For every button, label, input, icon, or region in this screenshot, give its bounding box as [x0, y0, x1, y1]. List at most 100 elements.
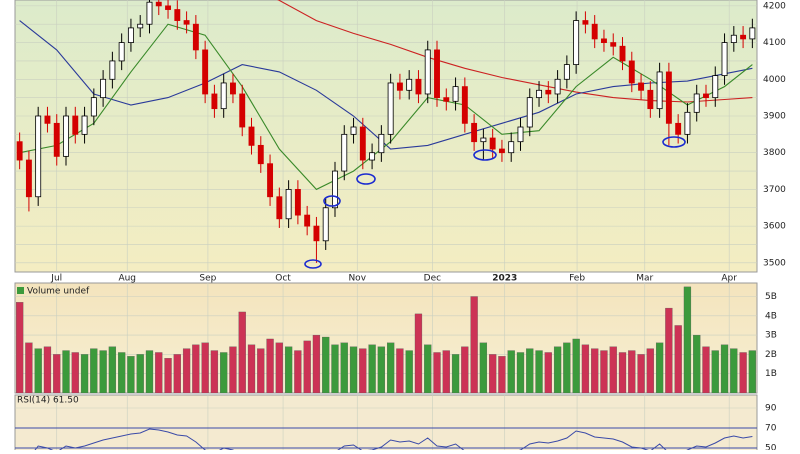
volume-bar — [572, 338, 580, 393]
candle-body — [16, 141, 23, 161]
candle-body — [137, 23, 144, 29]
volume-bar — [275, 342, 283, 393]
candle-body — [526, 97, 533, 128]
volume-bar — [164, 358, 172, 393]
candle-body — [322, 207, 329, 242]
candle-body — [192, 23, 199, 51]
volume-legend-swatch — [17, 287, 24, 294]
candle-body — [81, 115, 88, 135]
candle-body — [359, 126, 366, 161]
volume-bar — [377, 346, 385, 393]
candle-body — [276, 196, 283, 220]
volume-bar — [591, 348, 599, 393]
volume-bar — [127, 356, 135, 393]
volume-bar — [414, 313, 423, 393]
volume-bar — [368, 344, 376, 393]
candle-body — [332, 170, 338, 209]
candle-body — [183, 20, 190, 25]
volume-bar — [266, 338, 274, 393]
candle-body — [350, 126, 357, 135]
volume-bar — [424, 344, 432, 393]
candle-body — [508, 141, 515, 154]
volume-bar — [136, 354, 144, 393]
y-tick-label: 4200 — [763, 1, 786, 11]
y-tick-label: 4100 — [763, 38, 786, 48]
volume-bar — [331, 344, 339, 393]
volume-bar — [489, 354, 497, 393]
volume-bar — [507, 350, 515, 393]
candle-body — [545, 89, 552, 95]
candle-body — [684, 111, 691, 135]
volume-bar — [220, 352, 228, 393]
candle-body — [396, 82, 403, 91]
candle-body — [554, 78, 561, 95]
volume-bar — [247, 344, 256, 393]
candle-body — [155, 1, 162, 7]
x-tick-label: Sep — [199, 274, 216, 284]
volume-bar — [600, 350, 608, 393]
x-tick-label: Apr — [721, 274, 737, 284]
candle-body — [294, 189, 301, 216]
y-tick-label: 3700 — [763, 185, 786, 195]
moving-average — [277, 0, 753, 103]
candle-body — [230, 82, 236, 95]
candle-body — [211, 93, 218, 110]
moving-average — [19, 20, 753, 150]
volume-bar — [25, 342, 33, 393]
volume-bar — [739, 352, 747, 393]
volume-bar — [303, 340, 311, 393]
volume-bar — [544, 352, 552, 393]
y-tick-label: 4000 — [763, 75, 786, 85]
volume-bar — [553, 346, 562, 393]
volume-tick-label: 5B — [765, 292, 777, 302]
x-tick-label: Feb — [569, 274, 585, 284]
volume-tick-label: 1B — [765, 369, 777, 379]
volume-tick-label: 2B — [765, 350, 777, 360]
candle-body — [619, 45, 626, 62]
candle-body — [749, 27, 756, 40]
candle-body — [53, 122, 60, 157]
candle-body — [248, 126, 255, 146]
volume-bar — [99, 350, 107, 393]
candle-body — [35, 115, 42, 198]
volume-bar — [674, 325, 682, 393]
volume-bar — [396, 348, 404, 393]
candle-body — [257, 144, 264, 165]
volume-bar — [646, 348, 654, 393]
candle-body — [452, 86, 459, 102]
y-tick-label: 3900 — [763, 111, 786, 121]
candle-body — [220, 82, 227, 110]
y-tick-label: 3800 — [763, 148, 786, 158]
x-tick-label: Nov — [348, 274, 366, 284]
candle-body — [471, 122, 478, 143]
volume-bar — [349, 346, 358, 393]
candle-body — [146, 1, 153, 25]
candle-body — [25, 159, 32, 198]
volume-bar — [201, 342, 209, 393]
volume-bar — [693, 334, 701, 393]
candle-body — [693, 93, 700, 113]
candle-body — [424, 49, 431, 95]
candle-body — [675, 122, 682, 135]
x-tick-label: 2023 — [492, 274, 517, 284]
candle-body — [90, 97, 97, 117]
volume-bar — [405, 350, 413, 393]
y-tick-label: 3500 — [763, 258, 786, 268]
volume-bar — [359, 348, 367, 393]
low-marker — [323, 195, 341, 207]
candle-body — [100, 78, 107, 99]
candle-body — [573, 20, 580, 66]
x-tick-label: Jul — [50, 274, 62, 284]
volume-bar — [16, 302, 24, 393]
candle-body — [285, 189, 292, 220]
volume-bar — [90, 348, 98, 393]
volume-bar — [108, 346, 117, 393]
low-marker — [473, 149, 497, 161]
candle-body — [517, 126, 524, 143]
volume-bar — [526, 348, 534, 393]
candle-body — [174, 9, 181, 21]
candle-body — [730, 34, 737, 43]
x-tick-label: Oct — [275, 274, 291, 284]
volume-bar — [655, 342, 664, 393]
volume-bar — [563, 342, 571, 393]
